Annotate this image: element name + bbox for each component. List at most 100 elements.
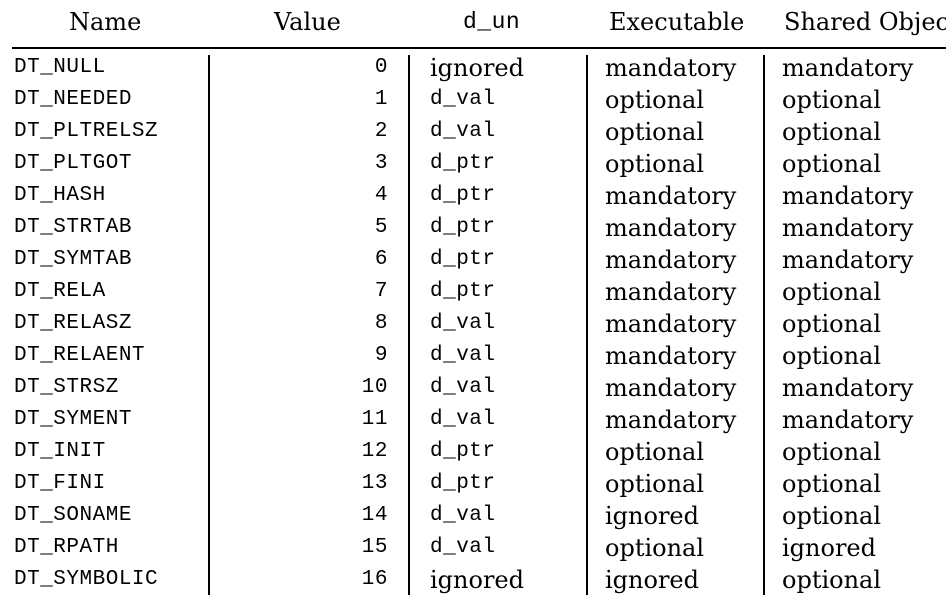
- shared-object-cell: mandatory: [782, 54, 914, 82]
- name-cell: DT_SYMTAB: [14, 248, 132, 271]
- name-cell: DT_RELA: [14, 280, 106, 303]
- shared-object-cell: ignored: [782, 534, 876, 562]
- value-cell: 9: [374, 344, 388, 367]
- shared-object-cell: optional: [782, 150, 882, 178]
- header-d-un: d_un: [463, 9, 521, 35]
- column-divider-3: [586, 55, 588, 595]
- name-cell: DT_STRSZ: [14, 376, 119, 399]
- table-row: DT_NULL 0 ignored mandatory mandatory: [0, 52, 946, 84]
- table-row: DT_PLTRELSZ 2 d_val optional optional: [0, 116, 946, 148]
- name-cell: DT_INIT: [14, 440, 106, 463]
- shared-object-cell: optional: [782, 470, 882, 498]
- d-un-cell: d_val: [430, 376, 496, 399]
- name-cell: DT_RELAENT: [14, 344, 146, 367]
- table-row: DT_STRSZ 10 d_val mandatory mandatory: [0, 372, 946, 404]
- shared-object-cell: mandatory: [782, 182, 914, 210]
- table-row: DT_FINI 13 d_ptr optional optional: [0, 468, 946, 500]
- header-shared-object: Shared Object: [784, 8, 946, 36]
- value-cell: 6: [374, 248, 388, 271]
- shared-object-cell: mandatory: [782, 246, 914, 274]
- executable-cell: optional: [605, 150, 705, 178]
- table-row: DT_SYMTAB 6 d_ptr mandatory mandatory: [0, 244, 946, 276]
- d-un-cell: d_ptr: [430, 184, 496, 207]
- value-cell: 1: [374, 88, 388, 111]
- executable-cell: mandatory: [605, 182, 737, 210]
- executable-cell: mandatory: [605, 310, 737, 338]
- value-cell: 10: [361, 376, 388, 399]
- value-cell: 15: [361, 536, 388, 559]
- table-row: DT_SONAME 14 d_val ignored optional: [0, 500, 946, 532]
- name-cell: DT_RELASZ: [14, 312, 132, 335]
- name-cell: DT_STRTAB: [14, 216, 132, 239]
- d-un-cell: ignored: [430, 54, 524, 82]
- d-un-cell: d_val: [430, 504, 496, 527]
- table-header: Name Value d_un Executable Shared Object: [0, 4, 946, 40]
- table-row: DT_HASH 4 d_ptr mandatory mandatory: [0, 180, 946, 212]
- executable-cell: optional: [605, 438, 705, 466]
- value-cell: 14: [361, 504, 388, 527]
- name-cell: DT_PLTGOT: [14, 152, 132, 175]
- d-un-cell: d_ptr: [430, 280, 496, 303]
- table-row: DT_NEEDED 1 d_val optional optional: [0, 84, 946, 116]
- name-cell: DT_SYMBOLIC: [14, 568, 159, 591]
- column-divider-2: [408, 55, 410, 595]
- name-cell: DT_HASH: [14, 184, 106, 207]
- value-cell: 5: [374, 216, 388, 239]
- executable-cell: mandatory: [605, 246, 737, 274]
- shared-object-cell: optional: [782, 342, 882, 370]
- shared-object-cell: mandatory: [782, 374, 914, 402]
- name-cell: DT_NEEDED: [14, 88, 132, 111]
- table-row: DT_PLTGOT 3 d_ptr optional optional: [0, 148, 946, 180]
- name-cell: DT_NULL: [14, 56, 106, 79]
- value-cell: 16: [361, 568, 388, 591]
- name-cell: DT_RPATH: [14, 536, 119, 559]
- shared-object-cell: optional: [782, 118, 882, 146]
- table-row: DT_STRTAB 5 d_ptr mandatory mandatory: [0, 212, 946, 244]
- d-un-cell: d_ptr: [430, 248, 496, 271]
- value-cell: 3: [374, 152, 388, 175]
- shared-object-cell: optional: [782, 86, 882, 114]
- shared-object-cell: optional: [782, 502, 882, 530]
- shared-object-cell: optional: [782, 438, 882, 466]
- table-row: DT_SYMENT 11 d_val mandatory mandatory: [0, 404, 946, 436]
- value-cell: 7: [374, 280, 388, 303]
- shared-object-cell: optional: [782, 310, 882, 338]
- shared-object-cell: optional: [782, 278, 882, 306]
- executable-cell: mandatory: [605, 406, 737, 434]
- table-row: DT_SYMBOLIC 16 ignored ignored optional: [0, 564, 946, 596]
- d-un-cell: d_ptr: [430, 472, 496, 495]
- name-cell: DT_SONAME: [14, 504, 132, 527]
- executable-cell: mandatory: [605, 214, 737, 242]
- name-cell: DT_SYMENT: [14, 408, 132, 431]
- executable-cell: optional: [605, 86, 705, 114]
- value-cell: 8: [374, 312, 388, 335]
- column-divider-1: [208, 55, 210, 595]
- d-un-cell: d_val: [430, 88, 496, 111]
- value-cell: 11: [361, 408, 388, 431]
- executable-cell: mandatory: [605, 278, 737, 306]
- executable-cell: ignored: [605, 502, 699, 530]
- executable-cell: optional: [605, 534, 705, 562]
- shared-object-cell: mandatory: [782, 406, 914, 434]
- value-cell: 4: [374, 184, 388, 207]
- d-un-cell: ignored: [430, 566, 524, 594]
- table-row: DT_RELA 7 d_ptr mandatory optional: [0, 276, 946, 308]
- header-executable: Executable: [609, 8, 745, 36]
- executable-cell: mandatory: [605, 374, 737, 402]
- executable-cell: optional: [605, 470, 705, 498]
- table-body: DT_NULL 0 ignored mandatory mandatory DT_NEED…: [0, 52, 946, 598]
- table-row: DT_RPATH 15 d_val optional ignored: [0, 532, 946, 564]
- table-row: DT_RELAENT 9 d_val mandatory optional: [0, 340, 946, 372]
- d-un-cell: d_val: [430, 408, 496, 431]
- shared-object-cell: optional: [782, 566, 882, 594]
- executable-cell: optional: [605, 118, 705, 146]
- value-cell: 2: [374, 120, 388, 143]
- executable-cell: mandatory: [605, 54, 737, 82]
- executable-cell: mandatory: [605, 342, 737, 370]
- header-name: Name: [69, 8, 142, 36]
- value-cell: 0: [374, 56, 388, 79]
- value-cell: 13: [361, 472, 388, 495]
- column-divider-4: [763, 55, 765, 595]
- header-rule: [12, 47, 946, 49]
- d-un-cell: d_ptr: [430, 152, 496, 175]
